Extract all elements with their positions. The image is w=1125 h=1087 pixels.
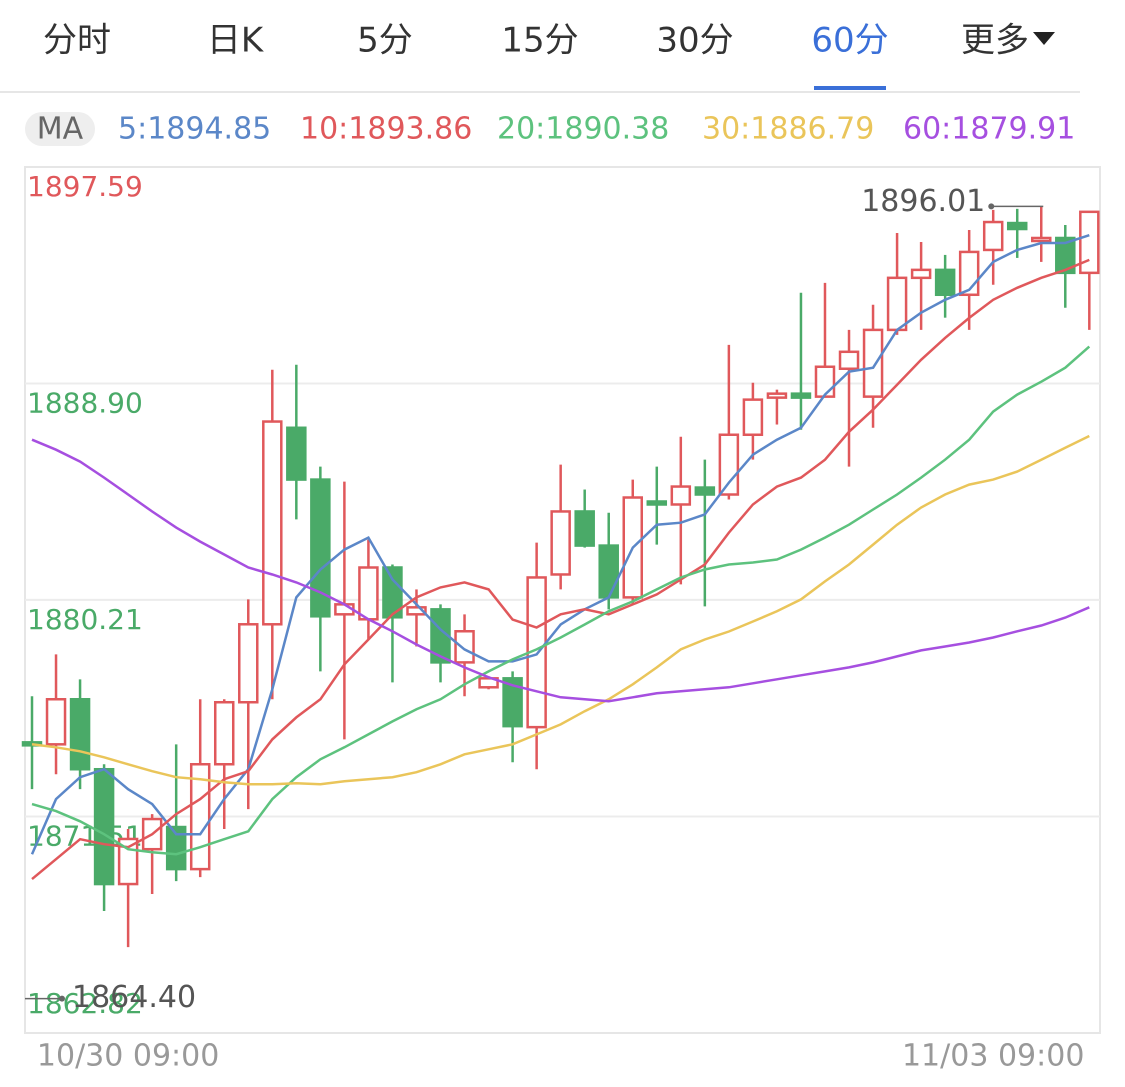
ma-title: MA <box>37 112 84 147</box>
candle-body <box>838 350 860 370</box>
candle-body <box>310 478 331 618</box>
y-tick-label: 1862.82 <box>27 987 143 1020</box>
candle-body <box>742 398 764 436</box>
candle-body <box>766 392 788 399</box>
candle-body <box>814 365 836 398</box>
candle-body <box>1079 210 1100 275</box>
tab[interactable]: 60分 <box>811 21 888 61</box>
candle-body <box>694 486 716 496</box>
x-tick-label: 11/03 09:00 <box>902 1039 1084 1074</box>
tab[interactable]: 5分 <box>357 21 413 61</box>
candle-body <box>862 328 884 398</box>
legend-entry: 20:1890.38 <box>497 112 669 147</box>
candle-body <box>502 677 523 728</box>
ma-line <box>31 434 1090 786</box>
candle-body <box>286 426 307 481</box>
dropdown-arrow <box>1033 32 1055 45</box>
candle-body <box>358 566 379 621</box>
candle-body <box>1031 236 1052 243</box>
tab[interactable]: 更多 <box>961 21 1029 61</box>
max-label: 1896.01 <box>861 184 985 219</box>
candle-body <box>718 433 740 496</box>
candle-body <box>189 763 211 871</box>
ma-line <box>31 345 1091 856</box>
candle-body <box>550 510 571 576</box>
tab[interactable]: 分时 <box>43 21 111 61</box>
candle-body <box>454 630 475 664</box>
candle-body <box>574 510 595 547</box>
x-tick-label: 10/30 09:00 <box>37 1039 219 1074</box>
candle-body <box>1055 236 1076 275</box>
candle-body <box>382 566 403 619</box>
legend-entry: 60:1879.91 <box>903 112 1075 147</box>
candle-body <box>93 767 115 886</box>
min-label: 1864.40 <box>72 980 196 1015</box>
legend-entry: 10:1893.86 <box>300 112 472 147</box>
candle-body <box>646 500 668 506</box>
candle-body <box>982 220 1004 252</box>
tab[interactable]: 15分 <box>501 21 578 61</box>
legend-entry: 30:1886.79 <box>702 112 874 147</box>
y-tick-label: 1880.21 <box>27 603 143 636</box>
tab-underline <box>814 86 886 90</box>
candle-body <box>598 544 619 599</box>
ma-line <box>31 438 1090 703</box>
candle-body <box>910 268 932 280</box>
candle-body <box>886 276 908 332</box>
tab[interactable]: 30分 <box>656 21 733 61</box>
ma-line <box>30 234 1090 855</box>
candle-body <box>262 420 283 626</box>
candle-body <box>1006 221 1028 231</box>
tab[interactable]: 日K <box>207 21 265 61</box>
candle-body <box>238 623 259 704</box>
candle-body <box>406 606 427 616</box>
candle-body <box>790 392 812 399</box>
min-dot <box>59 995 65 1002</box>
candle-body <box>165 825 187 871</box>
candle-body <box>213 700 235 766</box>
candle-body <box>670 485 692 506</box>
ma-pill <box>25 112 95 146</box>
legend-entry: 5:1894.85 <box>118 112 271 147</box>
candle-body <box>45 698 67 746</box>
candle-body <box>69 698 91 771</box>
y-tick-label: 1897.59 <box>27 170 143 203</box>
ma-line <box>31 258 1090 881</box>
candle-body <box>934 268 956 297</box>
y-tick-label: 1888.90 <box>27 386 143 419</box>
